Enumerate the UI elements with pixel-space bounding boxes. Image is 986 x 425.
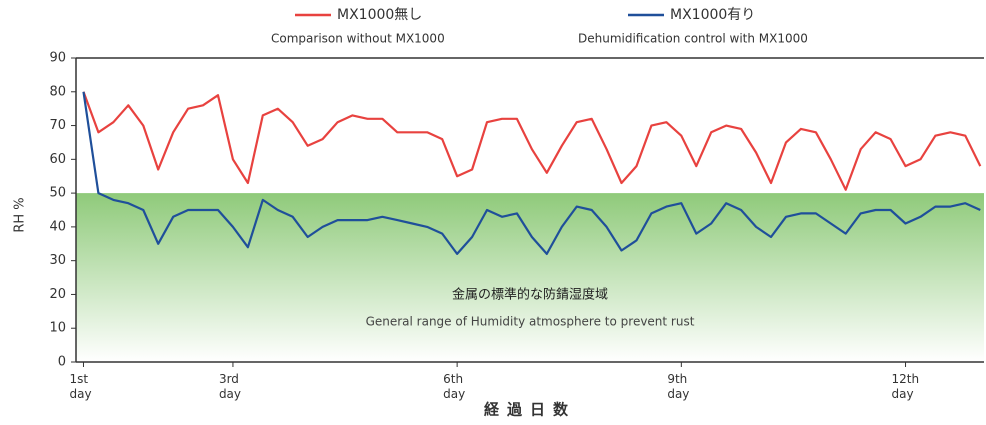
x-axis-label: 経過日数 bbox=[484, 401, 576, 419]
x-tick-label: 12th day bbox=[891, 372, 920, 401]
x-tick-label: 3rd day bbox=[218, 372, 242, 401]
legend-label: MX1000有り bbox=[670, 7, 755, 23]
y-tick-label: 40 bbox=[49, 219, 66, 234]
y-tick-label: 70 bbox=[49, 118, 66, 133]
y-tick-label: 20 bbox=[49, 287, 66, 302]
x-tick-label: 6th day bbox=[443, 372, 466, 401]
y-tick-label: 60 bbox=[49, 152, 66, 167]
y-tick-label: 30 bbox=[49, 253, 66, 268]
series-line bbox=[82, 91, 982, 191]
series-line bbox=[82, 91, 981, 255]
y-tick-label: 10 bbox=[49, 321, 66, 336]
x-tick-label: 9th day bbox=[667, 372, 690, 401]
y-tick-label: 80 bbox=[49, 84, 66, 99]
legend-label: MX1000無し bbox=[337, 7, 422, 23]
y-tick-label: 90 bbox=[49, 51, 66, 66]
band-label: 金属の標準的な防錆湿度域 bbox=[452, 287, 608, 303]
y-axis-label: RH % bbox=[13, 197, 28, 232]
humidity-band bbox=[76, 193, 984, 362]
band-sublabel: General range of Humidity atmosphere to … bbox=[366, 315, 695, 329]
y-tick-label: 50 bbox=[49, 186, 66, 201]
y-tick-label: 0 bbox=[58, 355, 66, 370]
legend-sublabel: Dehumidification control with MX1000 bbox=[578, 32, 808, 46]
legend-sublabel: Comparison without MX1000 bbox=[271, 32, 445, 46]
x-tick-label: 1st day bbox=[69, 372, 92, 401]
